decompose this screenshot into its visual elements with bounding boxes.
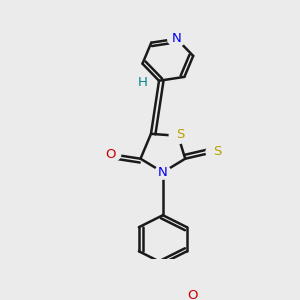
Circle shape xyxy=(169,128,187,144)
Text: O: O xyxy=(106,148,116,161)
Circle shape xyxy=(155,165,171,179)
Text: S: S xyxy=(176,128,184,141)
Circle shape xyxy=(105,148,121,161)
Text: O: O xyxy=(188,290,198,300)
Circle shape xyxy=(181,289,196,300)
Text: S: S xyxy=(213,145,221,158)
Circle shape xyxy=(206,144,224,160)
Circle shape xyxy=(136,76,150,88)
Circle shape xyxy=(168,31,186,46)
Text: H: H xyxy=(138,76,148,89)
Text: N: N xyxy=(158,166,168,179)
Text: N: N xyxy=(172,32,182,45)
